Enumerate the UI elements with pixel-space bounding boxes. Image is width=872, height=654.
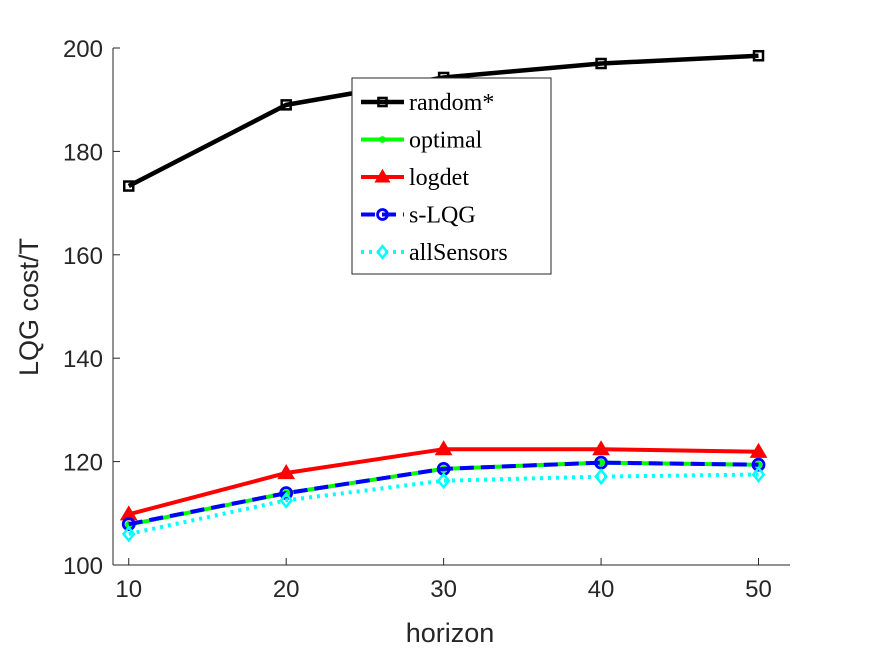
- legend-swatch-marker: [376, 244, 389, 260]
- x-tick-label: 40: [588, 576, 615, 603]
- data-point: [277, 463, 296, 480]
- data-point: [594, 468, 608, 486]
- data-point: [436, 472, 451, 490]
- y-tick-label: 160: [63, 243, 103, 270]
- data-point: [280, 99, 292, 111]
- data-point: [751, 466, 766, 484]
- legend-label: random*: [409, 90, 494, 116]
- x-axis-label: horizon: [406, 618, 495, 648]
- legend-swatch-marker: [376, 208, 389, 221]
- legend-swatch-marker: [377, 96, 388, 108]
- data-point: [752, 50, 765, 62]
- legend: random* optimal logdet s-LQG allSensors: [351, 77, 552, 275]
- legend-swatch-marker: [379, 136, 386, 143]
- y-tick-label: 180: [63, 139, 103, 166]
- series-allsensors: [121, 466, 766, 543]
- legend-label: allSensors: [409, 240, 508, 266]
- series-s-lqg: [121, 455, 766, 532]
- y-tick-label: 120: [63, 450, 103, 477]
- x-tick-label: 20: [273, 576, 300, 603]
- series-line: [127, 53, 759, 189]
- legend-item: random*: [361, 90, 494, 116]
- legend-swatch-marker: [374, 168, 391, 183]
- legend-label: logdet: [409, 165, 469, 191]
- legend-item: optimal: [361, 128, 483, 154]
- data-point: [592, 440, 610, 456]
- data-point: [749, 442, 768, 458]
- x-tick-label: 10: [115, 576, 142, 603]
- series-line: [128, 460, 759, 527]
- legend-item: logdet: [361, 165, 469, 191]
- series-layer: [119, 50, 768, 543]
- legend-label: s-LQG: [409, 203, 476, 229]
- series-logdet: [119, 440, 768, 521]
- data-point: [121, 517, 136, 532]
- data-point: [434, 440, 453, 456]
- series-line: [128, 472, 759, 536]
- legend-item: s-LQG: [361, 203, 476, 229]
- y-axis-label: LQG cost/T: [14, 238, 44, 376]
- data-point: [595, 57, 607, 70]
- legend-item: allSensors: [361, 240, 508, 266]
- data-point: [121, 525, 136, 543]
- legend-label: optimal: [409, 128, 483, 154]
- series-random: [122, 50, 765, 192]
- x-tick-label: 50: [745, 576, 772, 603]
- data-point: [122, 180, 135, 192]
- y-tick-label: 200: [63, 36, 103, 63]
- data-point: [279, 491, 293, 509]
- y-tick-label: 140: [63, 346, 103, 373]
- axes: 10 20 30 40 50 100 120 140 160 180 200: [63, 36, 790, 603]
- y-tick-label: 100: [63, 553, 103, 580]
- data-point: [751, 457, 766, 472]
- x-tick-label: 30: [430, 576, 457, 603]
